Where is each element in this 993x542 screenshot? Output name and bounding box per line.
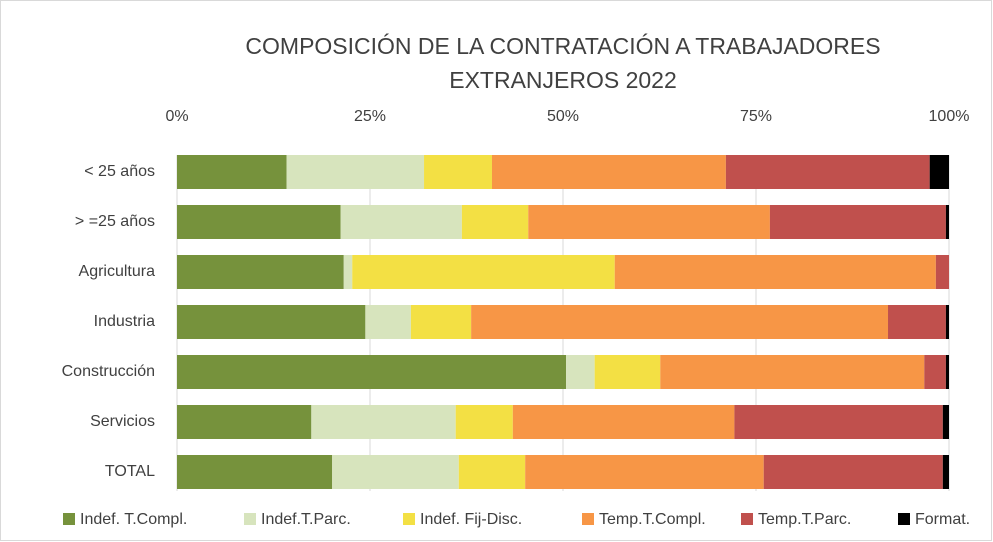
bar-segment [660,355,925,389]
bar-segment [471,305,889,339]
bar-segment [734,405,943,439]
bar-segment [311,405,456,439]
bar-segment [424,155,492,189]
bar-segment [455,405,513,439]
bar-segment [491,155,726,189]
chart-title: EXTRANJEROS 2022 [449,67,677,93]
y-tick-label: Servicios [90,413,155,430]
bar-segment [945,355,949,389]
bar-segment [945,305,949,339]
legend-label: Indef. Fij-Disc. [420,511,522,528]
bar-segment [177,455,333,489]
bar-segment [763,455,943,489]
bar-segment [594,355,661,389]
y-tick-label: Construcción [62,363,155,380]
bar-segment [340,205,462,239]
bar-segment [942,455,949,489]
bar-segment [177,205,341,239]
legend-label: Temp.T.Parc. [758,511,851,528]
chart-title: COMPOSICIÓN DE LA CONTRATACIÓN A TRABAJA… [245,33,880,59]
bar-segment [725,155,930,189]
bar-segment [614,255,936,289]
bar-segment [769,205,946,239]
legend-label: Indef.T.Parc. [261,511,351,528]
bar-segment [525,455,764,489]
x-tick-label: 0% [165,108,188,125]
bar-segment [935,255,949,289]
legend-swatch [403,513,415,525]
bar-segment [332,455,459,489]
y-tick-label: < 25 años [84,163,155,180]
x-tick-label: 50% [547,108,579,125]
bar-segment [286,155,425,189]
bar-segment [512,405,735,439]
bar-segment [929,155,949,189]
legend-swatch [244,513,256,525]
legend-label: Indef. T.Compl. [80,511,187,528]
legend-swatch [582,513,594,525]
bar-segment [461,205,529,239]
bar-segment [177,155,287,189]
y-tick-label: Agricultura [79,263,156,280]
y-tick-label: Industria [94,313,155,330]
bar-segment [365,305,411,339]
bar-segment [177,355,567,389]
x-tick-label: 25% [354,108,386,125]
bar-segment [410,305,472,339]
bar-segment [924,355,946,389]
y-tick-label: > =25 años [75,213,155,230]
legend-label: Temp.T.Compl. [599,511,706,528]
bar-segment [528,205,770,239]
bar-segment [352,255,615,289]
bar-segment [343,255,353,289]
bar-segment [888,305,946,339]
bar-segment [177,405,312,439]
legend-swatch [741,513,753,525]
bar-segment [458,455,526,489]
legend-swatch [898,513,910,525]
x-tick-label: 100% [929,108,970,125]
bar-segment [177,255,344,289]
x-tick-label: 75% [740,108,772,125]
legend-swatch [63,513,75,525]
bar-segment [945,205,949,239]
bar-segment [566,355,595,389]
bar-segment [942,405,949,439]
y-tick-label: TOTAL [105,463,155,480]
legend-label: Format. [915,511,970,528]
bar-segment [177,305,366,339]
